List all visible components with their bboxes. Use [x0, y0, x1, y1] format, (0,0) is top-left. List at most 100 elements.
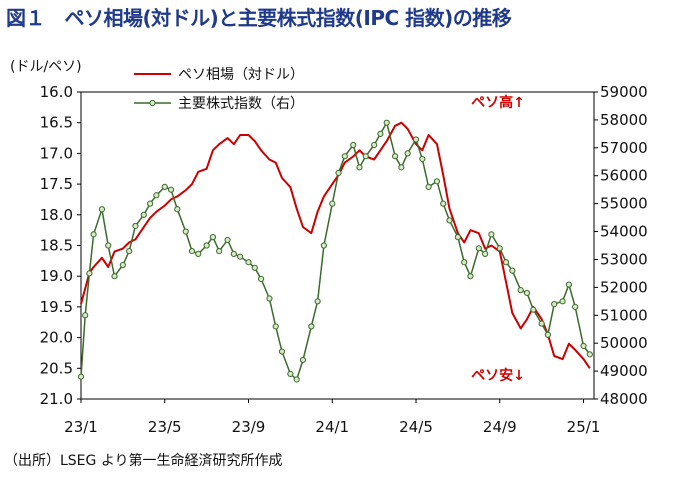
- ipc-series-point: [580, 342, 587, 350]
- ipc-series-point: [559, 298, 566, 305]
- ipc-series-point: [502, 259, 510, 266]
- left-tick-label: 17.5: [40, 175, 73, 193]
- x-tick-label: 24/5: [399, 418, 433, 436]
- ipc-series-point: [419, 155, 426, 163]
- left-tick-label: 20.0: [40, 329, 73, 347]
- annotation-peso-weak: ペソ安↓: [471, 367, 525, 384]
- x-tick-label: 23/5: [148, 418, 182, 436]
- left-tick-label: 16.5: [40, 114, 73, 132]
- ipc-series-point: [272, 323, 279, 330]
- ipc-series-point: [523, 289, 531, 297]
- ipc-series-point: [467, 273, 474, 280]
- right-tick-label: 56000: [600, 167, 648, 185]
- ipc-series-point: [488, 231, 495, 238]
- ipc-series-point: [391, 153, 399, 160]
- ipc-series-point: [383, 119, 390, 126]
- ipc-series-point: [105, 242, 112, 249]
- ipc-series-point: [335, 169, 342, 177]
- x-tick-label: 23/9: [232, 418, 266, 436]
- ipc-series-line: [80, 121, 591, 381]
- ipc-series-point: [195, 250, 202, 257]
- ipc-series-point: [77, 373, 85, 380]
- left-tick-label: 18.0: [40, 206, 73, 224]
- right-tick-label: 51000: [600, 306, 648, 324]
- ipc-series-point: [209, 234, 217, 241]
- right-tick-label: 53000: [600, 250, 648, 268]
- annotation-peso-strong: ペソ高↑: [471, 94, 525, 111]
- ipc-series-point: [98, 206, 106, 213]
- ipc-series-point: [371, 141, 378, 149]
- ipc-series-point: [440, 200, 447, 207]
- ipc-series-point: [572, 303, 579, 310]
- left-axis-unit: (ドル/ペソ): [10, 59, 82, 75]
- x-tick-label: 25/1: [567, 418, 601, 436]
- ipc-series-point: [517, 287, 524, 294]
- ipc-series-point: [153, 192, 160, 199]
- ipc-series-point: [245, 259, 252, 266]
- ipc-series-point: [475, 245, 482, 252]
- ipc-series-point: [538, 320, 545, 327]
- legend-ipc-marker: [149, 99, 156, 107]
- left-tick-label: 17.0: [40, 144, 73, 162]
- right-tick-label: 52000: [600, 278, 648, 296]
- ipc-series-point: [461, 259, 468, 266]
- x-tick-label: 24/1: [315, 418, 349, 436]
- ipc-series-point: [266, 295, 273, 302]
- left-tick-label: 16.0: [40, 83, 73, 101]
- ipc-series-point: [446, 217, 453, 224]
- ipc-series-point: [111, 273, 118, 280]
- x-tick-label: 24/9: [483, 418, 517, 436]
- ipc-series-point: [362, 153, 369, 160]
- ipc-series-point: [224, 236, 231, 244]
- ipc-series-point: [251, 264, 258, 271]
- ipc-series-point: [496, 245, 503, 252]
- legend-ipc-label: 主要株式指数（右）: [178, 96, 304, 112]
- plot-frame: [80, 91, 595, 400]
- ipc-series-point: [299, 356, 307, 364]
- right-tick-label: 57000: [600, 139, 648, 157]
- right-tick-label: 49000: [600, 362, 648, 380]
- ipc-series-point: [287, 370, 294, 377]
- legend-peso-label: ペソ相場（対ドル）: [178, 67, 304, 83]
- x-tick-label: 23/1: [64, 418, 98, 436]
- ipc-series-point: [530, 306, 537, 313]
- left-tick-label: 19.0: [40, 267, 73, 285]
- left-tick-label: 19.5: [40, 298, 73, 316]
- ipc-series-point: [454, 234, 461, 241]
- ipc-series-point: [132, 222, 139, 230]
- ipc-series-point: [398, 164, 405, 171]
- ipc-series-point: [126, 247, 133, 255]
- ipc-series-point: [86, 270, 93, 277]
- right-tick-label: 48000: [600, 390, 648, 408]
- ipc-series-point: [482, 250, 489, 257]
- ipc-series-point: [320, 242, 327, 249]
- ipc-series-point: [237, 253, 244, 260]
- ipc-series-point: [257, 275, 265, 283]
- right-tick-label: 54000: [600, 223, 648, 241]
- ipc-series-point: [278, 348, 286, 355]
- ipc-series-point: [82, 312, 89, 319]
- ipc-series-point: [182, 228, 189, 235]
- ipc-series-point: [314, 298, 321, 305]
- ipc-series-point: [90, 231, 97, 238]
- chart-legend: ペソ相場（対ドル） 主要株式指数（右）: [134, 67, 304, 112]
- ipc-series-point: [293, 376, 300, 383]
- ipc-series-point: [551, 301, 558, 308]
- ipc-series-point: [140, 211, 147, 218]
- right-tick-label: 59000: [600, 83, 648, 101]
- ipc-series-point: [356, 164, 363, 171]
- ipc-series-point: [350, 141, 357, 149]
- chart-series: [77, 119, 593, 383]
- right-tick-label: 55000: [600, 195, 648, 213]
- ipc-series-point: [167, 186, 175, 193]
- ipc-series-point: [161, 183, 168, 190]
- ipc-series-point: [565, 281, 572, 288]
- right-tick-label: 58000: [600, 111, 648, 129]
- ipc-series-point: [174, 206, 181, 213]
- ipc-series-point: [404, 150, 411, 157]
- source-note: （出所）LSEG より第一生命経済研究所作成: [4, 453, 283, 469]
- ipc-series-point: [586, 351, 593, 358]
- page-title: 図１ ペソ相場(対ドル)と主要株式指数(IPC 指数)の推移: [6, 6, 512, 30]
- left-tick-label: 21.0: [40, 390, 73, 408]
